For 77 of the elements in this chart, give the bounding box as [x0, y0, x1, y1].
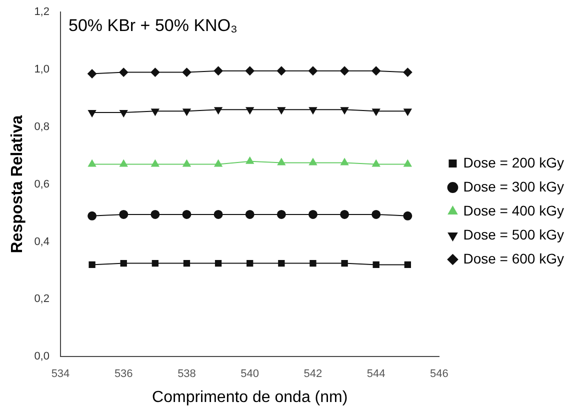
point [182, 108, 191, 116]
point [308, 210, 318, 219]
x-tick-label: 544 [366, 368, 386, 380]
point [120, 260, 127, 267]
y-tick-label: 0,0 [34, 350, 50, 363]
legend-label: Dose = 300 kGy [463, 178, 564, 194]
point [276, 66, 286, 76]
point [182, 160, 191, 167]
point [310, 260, 316, 267]
point [183, 260, 190, 267]
point [308, 66, 318, 76]
x-axis-title: Comprimento de onda (nm) [152, 388, 348, 406]
x-tick-label: 542 [304, 368, 322, 380]
point [340, 158, 349, 166]
point [214, 210, 223, 219]
point [120, 110, 128, 118]
point [404, 160, 412, 167]
point [309, 107, 317, 114]
point [88, 69, 97, 78]
x-tick-label: 540 [240, 368, 260, 380]
y-tick-label: 0,6 [34, 178, 50, 190]
point [245, 210, 254, 219]
legend-label: Dose = 400 kGy [463, 202, 564, 218]
point [246, 156, 254, 164]
point [277, 158, 286, 166]
point [214, 107, 222, 114]
point [340, 210, 350, 219]
x-tick-label: 546 [430, 368, 448, 380]
point [119, 68, 128, 77]
point [88, 110, 96, 118]
point [214, 160, 222, 167]
point [182, 210, 192, 219]
point [278, 260, 285, 267]
point [404, 108, 412, 116]
point [403, 68, 412, 77]
point [150, 68, 160, 77]
x-tick-label: 534 [51, 368, 70, 380]
point [120, 160, 128, 167]
point [372, 210, 381, 219]
y-axis-title: Resposta Relativa [9, 115, 26, 254]
point [276, 210, 286, 219]
point [214, 260, 222, 267]
point [214, 66, 223, 76]
x-tick-label: 536 [114, 368, 133, 380]
y-tick-label: 1,0 [34, 63, 50, 76]
legend-label: Dose = 500 kGy [463, 226, 564, 242]
point [340, 107, 349, 114]
y-tick-label: 0,8 [34, 120, 50, 133]
point [245, 66, 254, 76]
point [277, 107, 286, 114]
point [403, 211, 412, 220]
point [182, 68, 192, 77]
point [88, 160, 96, 167]
point [119, 210, 128, 219]
point [372, 261, 380, 268]
point [372, 108, 380, 116]
legend-label: Dose = 600 kGy [463, 250, 564, 266]
point [246, 107, 254, 114]
point [150, 210, 160, 219]
point [372, 66, 381, 76]
point [404, 261, 411, 268]
chart-title: 50% KBr + 50% KNO₃ [68, 16, 238, 36]
x-tick-label: 538 [178, 368, 196, 380]
point [151, 160, 160, 167]
point [246, 260, 254, 267]
point [151, 108, 160, 116]
point [340, 66, 350, 76]
y-tick-label: 1,2 [34, 6, 50, 18]
point [88, 261, 96, 268]
point [309, 158, 317, 166]
y-tick-label: 0,4 [34, 236, 50, 248]
point [372, 160, 380, 167]
point [88, 211, 97, 220]
point [152, 260, 159, 267]
legend-label: Dose = 200 kGy [463, 154, 564, 170]
y-tick-label: 0,2 [34, 293, 50, 306]
point [341, 260, 348, 267]
